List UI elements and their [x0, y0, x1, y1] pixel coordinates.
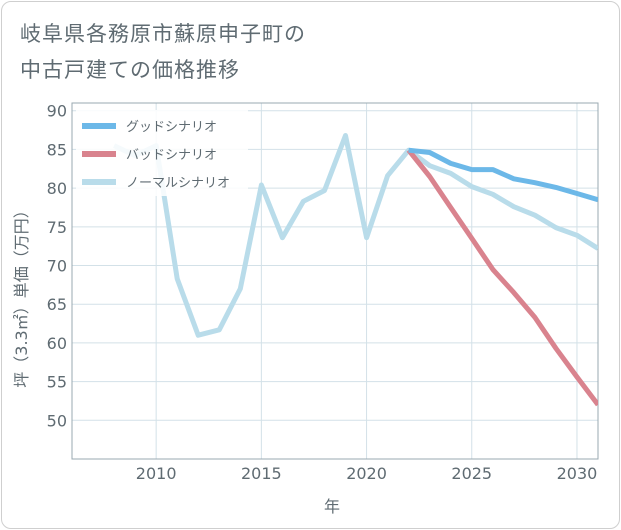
y-tick-label: 60: [47, 334, 67, 353]
y-tick-label: 85: [47, 140, 67, 159]
series-line-0: [408, 147, 598, 203]
y-axis-label: 坪（3.3㎡）単価（万円）: [12, 202, 31, 387]
x-axis-label: 年: [324, 497, 340, 516]
y-tick-label: 80: [47, 179, 67, 198]
x-tick-label: 2015: [241, 464, 282, 483]
x-tick-label: 2030: [557, 464, 598, 483]
legend-label: グッドシナリオ: [126, 120, 217, 135]
y-tick-label: 50: [47, 411, 67, 430]
y-tick-label: 65: [47, 295, 67, 314]
plot-frame: [71, 102, 599, 460]
y-tick-label: 75: [47, 218, 67, 237]
x-tick-label: 2020: [346, 464, 387, 483]
series-lines: [113, 133, 598, 407]
y-tick-label: 70: [47, 257, 67, 276]
axes: 50 55 60 65 70 75 80 85 90 2010 2015 2020 2025 2030: [47, 102, 599, 483]
legend-label: ノーマルシナリオ: [126, 176, 230, 191]
x-tick-label: 2010: [136, 464, 177, 483]
series-line-2: [113, 133, 598, 338]
series-line-1: [406, 148, 598, 407]
chart-title-line-1: 岐阜県各務原市蘇原申子町の: [20, 22, 306, 46]
chart-title: 岐阜県各務原市蘇原申子町の 中古戸建ての価格推移: [20, 16, 306, 88]
y-tick-label: 55: [47, 373, 67, 392]
x-tick-label: 2025: [451, 464, 492, 483]
legend-label: バッドシナリオ: [126, 148, 217, 163]
chart-title-line-2: 中古戸建ての価格推移: [20, 58, 240, 82]
y-tick-label: 90: [47, 102, 67, 121]
